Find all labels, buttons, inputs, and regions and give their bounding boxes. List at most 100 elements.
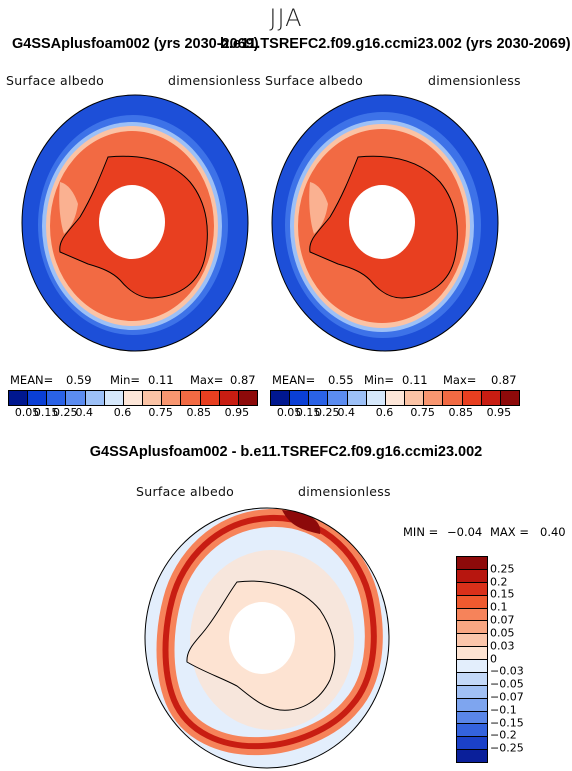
colorbar-swatch — [500, 391, 520, 405]
colorbar-tick-label: 0.05 — [14, 406, 40, 419]
diff-colorbar-swatch — [457, 569, 487, 583]
colorbar-tick-label: 0.75 — [148, 406, 173, 419]
colorbar-right — [270, 390, 520, 406]
panel-right-title: b.e11.TSREFC2.f09.g16.ccmi23.002 (yrs 20… — [220, 36, 571, 52]
diff-colorbar-swatch — [457, 582, 487, 596]
panel-left-mean-value: 0.59 — [66, 373, 92, 387]
colorbar-swatch — [123, 391, 144, 405]
colorbar-tick-label: 0.25 — [52, 406, 78, 419]
colorbar-swatch — [347, 391, 367, 405]
colorbar-swatch — [385, 391, 406, 405]
colorbar-swatch — [328, 391, 348, 405]
colorbar-swatch — [200, 391, 220, 405]
colorbar-tick-label: 0.05 — [276, 406, 302, 419]
colorbar-tick-label: 0.15 — [33, 406, 59, 419]
panel-left-min-label: Min= — [110, 373, 141, 387]
colorbar-swatch — [181, 391, 201, 405]
diff-colorbar-swatch — [457, 660, 487, 673]
colorbar-swatch — [219, 391, 239, 405]
diff-colorbar-tick-label: −0.03 — [490, 664, 524, 678]
panel-right-map — [271, 94, 499, 352]
diff-colorbar-swatch — [457, 711, 487, 725]
diff-min-label: MIN = — [403, 525, 439, 539]
colorbar-swatch — [238, 391, 258, 405]
panel-right-units: dimensionless — [428, 73, 521, 88]
panel-left-min-value: 0.11 — [148, 373, 174, 387]
diff-variable: Surface albedo — [136, 484, 235, 499]
colorbar-left — [8, 390, 258, 406]
colorbar-swatch — [443, 391, 463, 405]
colorbar-tick-label: 0.85 — [448, 406, 474, 419]
colorbar-swatch — [66, 391, 86, 405]
colorbar-swatch — [28, 391, 48, 405]
diff-title: G4SSAplusfoam002 - b.e11.TSREFC2.f09.g16… — [89, 444, 483, 460]
colorbar-tick-label: 0.95 — [224, 406, 250, 419]
colorbar-tick-label: 0.4 — [337, 406, 356, 419]
diff-colorbar — [456, 556, 488, 763]
panel-left-units: dimensionless — [168, 73, 261, 88]
colorbar-swatch — [462, 391, 482, 405]
season-title: JJA — [269, 4, 303, 32]
diff-colorbar-swatch — [457, 737, 487, 751]
colorbar-swatch — [424, 391, 444, 405]
diff-colorbar-swatch — [457, 647, 487, 660]
colorbar-swatch — [481, 391, 501, 405]
diff-min-value: −0.04 — [447, 525, 483, 539]
colorbar-tick-label: 0.25 — [314, 406, 340, 419]
panel-left-max-label: Max= — [190, 373, 224, 387]
panel-right-max-value: 0.87 — [491, 373, 517, 387]
colorbar-swatch — [309, 391, 329, 405]
colorbar-swatch — [366, 391, 386, 405]
diff-colorbar-tick-label: −0.1 — [490, 703, 517, 717]
diff-colorbar-swatch — [457, 685, 487, 699]
diff-colorbar-tick-label: −0.25 — [490, 741, 524, 755]
diff-max-label: MAX = — [490, 525, 529, 539]
diff-map — [144, 507, 390, 769]
diff-colorbar-tick-label: −0.07 — [490, 690, 524, 704]
colorbar-swatch — [405, 391, 425, 405]
diff-colorbar-tick-label: 0.2 — [490, 575, 508, 589]
colorbar-swatch — [85, 391, 105, 405]
panel-left-map — [21, 94, 249, 352]
diff-colorbar-swatch — [457, 621, 487, 635]
colorbar-swatch — [290, 391, 310, 405]
colorbar-tick-label: 0.95 — [486, 406, 512, 419]
panel-right-min-value: 0.11 — [402, 373, 428, 387]
panel-right-mean-value: 0.55 — [328, 373, 354, 387]
colorbar-swatch — [9, 391, 29, 405]
diff-colorbar-swatch — [457, 724, 487, 738]
panel-right-max-label: Max= — [443, 373, 477, 387]
panel-left-mean-label: MEAN= — [10, 373, 54, 387]
diff-units: dimensionless — [298, 484, 391, 499]
diff-colorbar-swatch — [457, 595, 487, 609]
colorbar-tick-label: 0.6 — [375, 406, 394, 419]
colorbar-left-ticks: 0.05 0.15 0.25 0.4 0.6 0.75 0.85 0.95 — [8, 406, 258, 420]
panel-left-title: G4SSAplusfoam002 (yrs 2030-2069) — [12, 36, 259, 52]
colorbar-tick-label: 0.6 — [113, 406, 132, 419]
diff-colorbar-swatch — [457, 634, 487, 648]
colorbar-tick-label: 0.85 — [186, 406, 212, 419]
colorbar-swatch — [47, 391, 67, 405]
colorbar-tick-label: 0.4 — [75, 406, 94, 419]
diff-max-value: 0.40 — [540, 525, 566, 539]
panel-right-mean-label: MEAN= — [272, 373, 316, 387]
diff-colorbar-swatch — [457, 750, 487, 762]
diff-colorbar-tick-label: 0.05 — [490, 626, 515, 640]
diff-colorbar-tick-label: 0.1 — [490, 600, 508, 614]
diff-colorbar-tick-label: 0.25 — [490, 562, 515, 576]
diff-colorbar-tick-label: 0.03 — [490, 639, 515, 653]
colorbar-tick-label: 0.15 — [295, 406, 321, 419]
panel-right-min-label: Min= — [364, 373, 395, 387]
diff-colorbar-swatch — [457, 608, 487, 622]
panel-left-variable: Surface albedo — [6, 73, 105, 88]
colorbar-tick-label: 0.75 — [410, 406, 435, 419]
diff-colorbar-tick-label: 0.07 — [490, 613, 515, 627]
diff-colorbar-swatch — [457, 672, 487, 686]
colorbar-swatch — [143, 391, 163, 405]
diff-colorbar-tick-label: 0 — [490, 652, 497, 665]
panel-right-variable: Surface albedo — [265, 73, 364, 88]
colorbar-swatch — [271, 391, 291, 405]
panel-left-max-value: 0.87 — [230, 373, 256, 387]
diff-colorbar-tick-label: −0.2 — [490, 728, 517, 742]
diff-colorbar-tick-label: 0.15 — [490, 587, 515, 601]
